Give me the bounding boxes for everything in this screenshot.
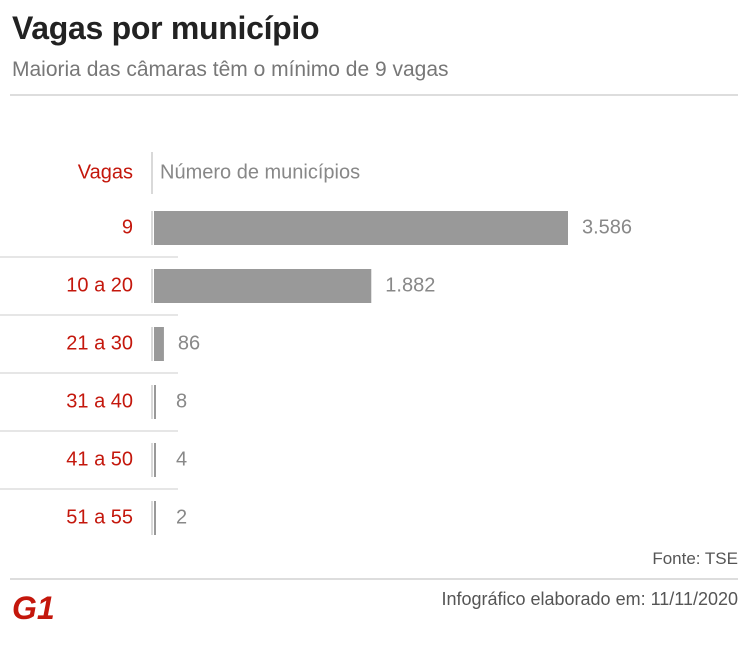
bar [154,501,156,535]
category-label: 51 a 55 [66,506,133,528]
category-header: Vagas [78,161,133,183]
g1-logo: G1 [12,590,60,624]
category-label: 21 a 30 [66,332,133,354]
value-label: 8 [176,390,187,412]
bar [154,269,372,303]
value-header: Número de municípios [160,161,360,183]
value-label: 86 [178,332,200,354]
category-label: 31 a 40 [66,390,133,412]
bar [154,443,156,477]
footer-divider [10,578,738,580]
chart-title: Vagas por município [12,10,320,46]
credit-note: Infográfico elaborado em: 11/11/2020 [441,589,738,609]
header-divider [10,94,738,96]
source-note: Fonte: TSE [652,549,738,568]
chart-subtitle: Maioria das câmaras têm o mínimo de 9 va… [12,58,449,81]
value-label: 2 [176,506,187,528]
value-label: 1.882 [385,274,435,296]
value-label: 3.586 [582,216,632,238]
category-label: 10 a 20 [66,274,133,296]
value-label: 4 [176,448,187,470]
bar-chart: Vagas Número de municípios 9 3.586 10 a 20 1.… [0,152,632,535]
bar [154,327,164,361]
svg-text:G1: G1 [12,590,55,624]
category-label: 41 a 50 [66,448,133,470]
category-label: 9 [122,216,133,238]
bar [154,385,156,419]
bar [154,211,568,245]
